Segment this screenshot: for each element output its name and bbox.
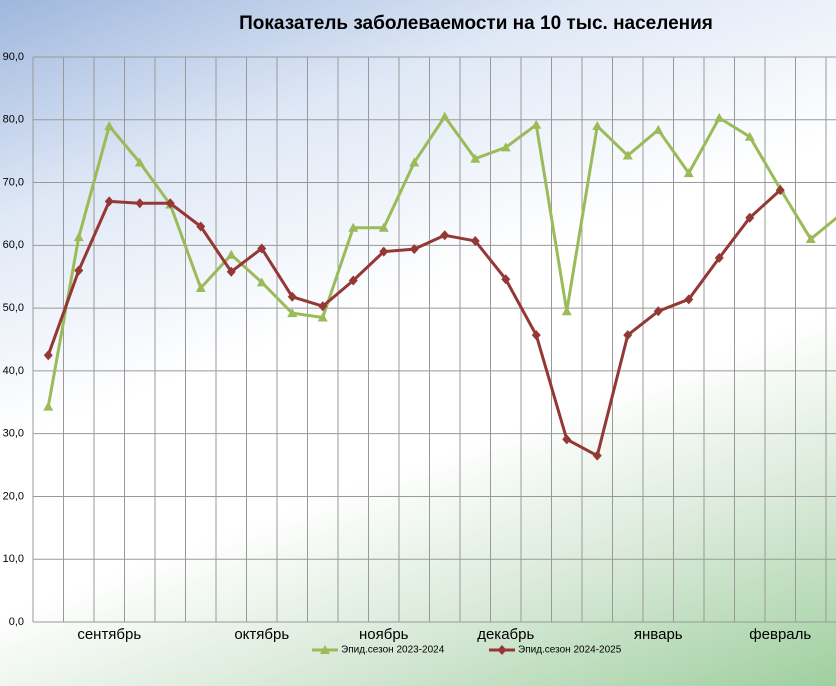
point-marker [73,232,84,242]
point-marker [134,157,145,167]
series-line [46,188,782,458]
point-marker [562,434,572,445]
legend-label: Эпид.сезон 2024-2025 [518,645,622,656]
point-marker [561,306,572,316]
point-marker [226,249,237,259]
point-marker [196,221,206,232]
point-marker [378,222,389,232]
point-marker [744,131,755,141]
point-marker [653,124,664,134]
point-marker [684,294,694,305]
y-tick-label: 20,0 [3,490,24,502]
point-marker [683,168,694,178]
x-tick-label: ноябрь [359,626,409,643]
y-tick-label: 70,0 [3,176,24,188]
point-marker [714,252,724,263]
point-marker [500,142,511,152]
y-tick-label: 0,0 [9,616,24,628]
series [43,185,785,461]
y-tick-label: 60,0 [3,239,24,251]
point-marker [592,450,602,461]
x-tick-label: февраль [749,626,811,643]
point-marker [805,234,816,244]
point-marker [497,645,507,655]
point-marker [43,350,53,361]
point-marker [775,185,785,196]
y-tick-label: 80,0 [3,114,24,126]
chart-title: Показатель заболеваемости на 10 тыс. нас… [239,13,713,34]
x-tick-label: январь [634,626,683,643]
point-marker [318,301,328,312]
point-marker [195,283,206,293]
point-marker [440,230,450,241]
y-tick-label: 50,0 [3,302,24,314]
y-tick-label: 10,0 [3,553,24,565]
point-marker [622,150,633,160]
point-marker [257,243,267,254]
point-marker [348,222,359,232]
point-marker [165,198,175,209]
point-marker [592,121,603,131]
series [43,111,836,411]
x-tick-label: октябрь [234,626,289,643]
y-tick-label: 40,0 [3,365,24,377]
point-marker [745,212,755,223]
point-marker [320,645,330,654]
point-marker [531,330,541,341]
point-marker [43,401,54,411]
point-marker [501,274,511,285]
point-marker [317,312,328,322]
y-tick-label: 30,0 [3,428,24,440]
point-marker [714,112,725,122]
point-marker [623,330,633,341]
point-marker [379,246,389,257]
legend-label: Эпид.сезон 2023-2024 [341,645,445,656]
point-marker [226,266,236,277]
point-marker [470,153,481,163]
point-marker [287,308,298,318]
point-marker [409,244,419,255]
point-marker [653,306,663,317]
x-tick-label: сентябрь [77,626,141,643]
point-marker [287,291,297,302]
point-marker [104,196,114,207]
point-marker [531,119,542,129]
point-marker [409,157,420,167]
point-marker [104,121,115,131]
point-marker [439,111,450,121]
point-marker [135,198,145,209]
point-marker [348,275,358,286]
point-marker [256,277,267,287]
point-marker [470,235,480,246]
point-marker [74,265,84,276]
y-tick-label: 90,0 [3,51,24,63]
x-tick-label: декабрь [477,626,534,643]
